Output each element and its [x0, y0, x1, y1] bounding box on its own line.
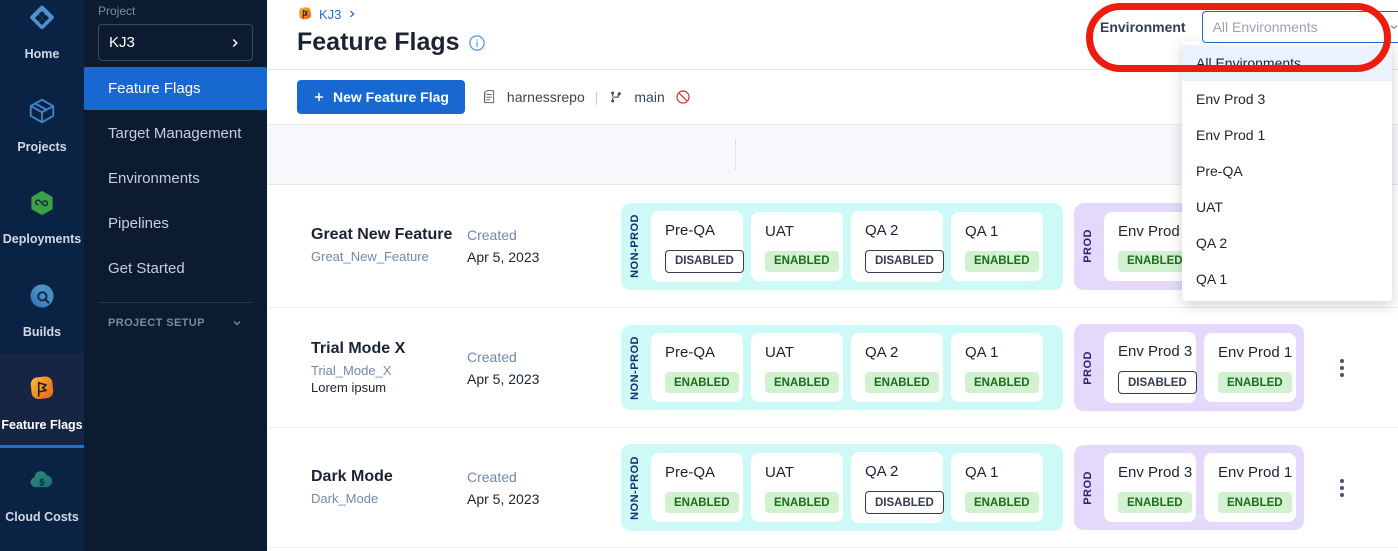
svg-text:$: $ — [39, 478, 45, 488]
